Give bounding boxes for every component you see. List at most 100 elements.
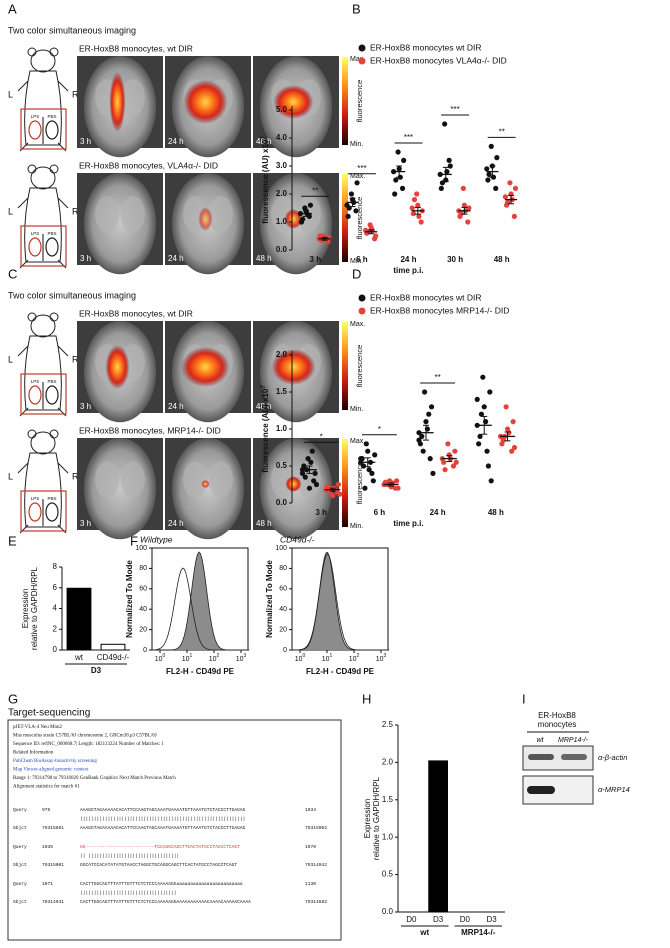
data-point bbox=[512, 185, 519, 191]
scale-label: fluorescence bbox=[355, 197, 364, 240]
panel-label: B bbox=[352, 1, 361, 16]
scale-label: fluorescence bbox=[355, 345, 364, 388]
data-point bbox=[461, 202, 468, 208]
scale-max: Max. bbox=[350, 56, 365, 63]
sequencing-header: Sequence ID: ref|NC_000068.7| Length: 18… bbox=[13, 742, 164, 747]
mouse-ear bbox=[49, 47, 59, 57]
data-point bbox=[442, 121, 448, 127]
data-point bbox=[487, 389, 493, 395]
imaging-subtitle: Two color simultaneous imaging bbox=[8, 25, 136, 35]
y-axis-label: fluorescence (AU) x107 bbox=[261, 136, 271, 224]
y-axis-label-text: fluorescence (AU) x10 bbox=[261, 139, 270, 224]
mouse-schematic: LPS PBS L R bbox=[8, 312, 79, 417]
significance-label: ** bbox=[312, 186, 318, 195]
x-tick-label: 102 bbox=[209, 653, 220, 663]
data-point bbox=[488, 478, 494, 484]
blot-header: monocytes bbox=[538, 720, 577, 729]
x-tick-label: 102 bbox=[349, 653, 360, 663]
alignment-cell: 1035 bbox=[42, 844, 53, 850]
imaging-title: ER-HoxB8 monocytes, MRP14-/- DID bbox=[79, 425, 221, 435]
alignment-cell: ||||||||||||||||||||||||||||||||||||||||… bbox=[80, 816, 245, 822]
data-point bbox=[427, 456, 433, 462]
color-scale bbox=[342, 439, 348, 527]
y-tick-label: 8 bbox=[53, 562, 58, 571]
sequencing-header: pJET-VLA-4 Neu Mnn2 bbox=[13, 725, 62, 730]
data-point bbox=[423, 419, 429, 425]
alignment-cell: 1071 bbox=[42, 881, 53, 887]
x-tick-label: 101 bbox=[322, 653, 333, 663]
image-organ bbox=[95, 461, 120, 498]
mouse-ear bbox=[27, 429, 37, 439]
x-tick-exponent: 0 bbox=[303, 653, 306, 659]
y-tick-label: 100 bbox=[135, 545, 147, 552]
data-point bbox=[366, 467, 372, 473]
data-point bbox=[353, 208, 359, 214]
x-tick-label: 103 bbox=[236, 653, 247, 663]
blot-header: ER-HoxB8 bbox=[538, 711, 576, 720]
y-tick-label: 0.0 bbox=[276, 498, 288, 507]
time-label: 24 h bbox=[168, 254, 184, 263]
legend-marker bbox=[358, 57, 366, 65]
alignment-cell: 1130 bbox=[305, 881, 316, 887]
x-tick-label: wt bbox=[74, 653, 84, 662]
time-label: 24 h bbox=[168, 402, 184, 411]
y-axis-label-line: relative to GAPDH/RPL bbox=[372, 776, 381, 860]
data-point bbox=[399, 185, 406, 191]
scale-max: Max. bbox=[350, 321, 365, 328]
legend-marker bbox=[358, 307, 366, 315]
data-point bbox=[416, 213, 422, 219]
left-label: L bbox=[8, 471, 13, 481]
data-point bbox=[419, 433, 425, 439]
legend-marker bbox=[358, 44, 366, 52]
data-point bbox=[309, 448, 315, 454]
panel-label: D bbox=[352, 266, 361, 281]
image-organ bbox=[183, 461, 208, 498]
data-point bbox=[370, 478, 376, 484]
data-point bbox=[480, 374, 486, 380]
data-point bbox=[481, 404, 487, 410]
data-point bbox=[362, 485, 368, 491]
data-point bbox=[420, 448, 426, 454]
x-tick-exponent: 1 bbox=[330, 653, 333, 659]
data-point bbox=[395, 485, 401, 491]
bar bbox=[100, 643, 126, 651]
significance-label: ** bbox=[435, 373, 441, 382]
y-tick-label: 0 bbox=[143, 647, 147, 654]
mouse-arm bbox=[17, 462, 69, 534]
data-point bbox=[416, 437, 422, 443]
time-label: 3 h bbox=[80, 402, 91, 411]
alignment-cell: Query bbox=[13, 844, 27, 850]
pbs-site bbox=[45, 502, 59, 522]
x-tick-label: D3 bbox=[487, 915, 498, 924]
mouse-ear bbox=[49, 429, 59, 439]
data-point bbox=[360, 463, 367, 469]
data-point bbox=[485, 463, 492, 469]
fluorescence-signal bbox=[181, 347, 230, 387]
band bbox=[527, 786, 555, 794]
x-axis-label: FL2-H - CD49d PE bbox=[306, 667, 375, 676]
pbs-label: PBS bbox=[47, 114, 56, 119]
image-organ bbox=[120, 79, 145, 116]
data-point bbox=[418, 219, 424, 225]
data-point bbox=[311, 478, 317, 484]
data-point bbox=[484, 448, 490, 454]
left-label: L bbox=[8, 354, 13, 364]
lps-label: LPS bbox=[31, 496, 40, 501]
legend-label: ER-HoxB8 monocytes wt DIR bbox=[370, 42, 481, 52]
time-label: 3 h bbox=[80, 137, 91, 146]
data-point bbox=[393, 177, 399, 183]
image-organ bbox=[296, 461, 321, 498]
alignment-cell: AAAGGTAGAAAAACACATTCCAAGTAGCAAATGAAAATGT… bbox=[80, 807, 246, 813]
region-box bbox=[20, 225, 67, 267]
x-tick-label: CD49d-/- bbox=[97, 653, 130, 662]
sequencing-header: PubChem BioAssay-bioactivity screening bbox=[13, 759, 97, 764]
right-label: R bbox=[72, 89, 79, 99]
data-point bbox=[509, 448, 515, 454]
data-point bbox=[348, 191, 355, 197]
color-scale bbox=[342, 322, 348, 410]
data-point bbox=[317, 233, 323, 239]
fluorescence-signal bbox=[109, 72, 126, 132]
data-point bbox=[409, 205, 415, 211]
data-point bbox=[411, 197, 418, 203]
